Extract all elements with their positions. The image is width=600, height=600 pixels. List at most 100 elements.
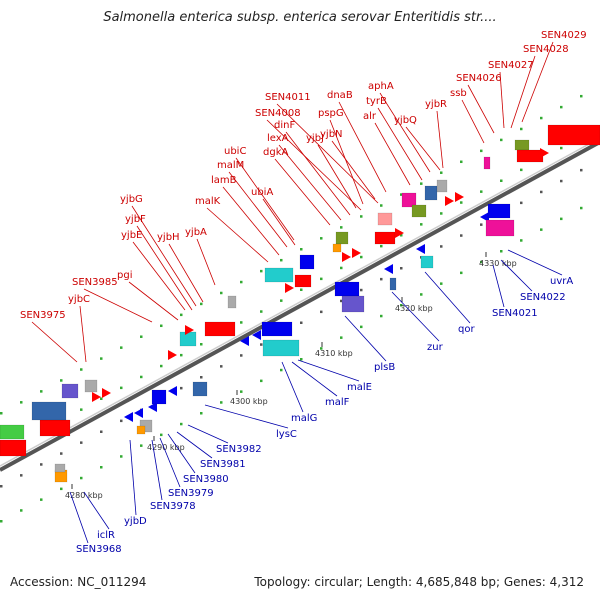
plus-strand-arrow [102,388,111,398]
accession-label: Accession: NC_011294 [10,575,147,589]
gene-feature [334,281,360,297]
gene-feature [192,381,208,397]
guide-dot [400,304,403,307]
minus-leader-line [176,431,213,459]
plus-leader-line [222,186,280,256]
minus-strand-arrow [416,244,425,254]
plus-strand-arrow [185,325,194,335]
plus-gene-label: dgkA [263,147,288,158]
gene-feature [332,243,342,253]
plus-leader-line [274,158,331,226]
guide-dot [440,171,443,174]
gene-feature [299,254,315,270]
guide-dot [280,368,283,372]
guide-dot [260,310,263,313]
plus-gene-label: tyrB [366,96,387,107]
plus-leader-line [461,99,485,144]
gene-feature [424,185,438,201]
plus-leader-line [83,288,153,323]
minus-leader-line [507,249,563,276]
guide-dot [220,291,223,295]
guide-dot [580,168,583,172]
guide-dot [140,375,143,379]
minus-strand-arrow [148,402,157,412]
guide-dot [240,321,243,324]
guide-dot [80,476,83,480]
gene-feature [516,149,544,163]
minus-gene-label: iclR [97,530,115,541]
minus-strand-arrow [240,336,249,346]
guide-dot [140,335,143,338]
plus-gene-label: ssb [450,88,467,99]
guide-dot [400,267,403,270]
guide-dot [200,376,203,379]
plus-gene-label: lexA [267,133,289,144]
minus-gene-label: yjbD [124,516,147,527]
scale-tick-label: 4280 kbp [65,491,103,500]
plus-strand-arrow [395,228,404,238]
minus-gene-label: uvrA [550,276,573,287]
plus-gene-label: SEN4026 [456,73,502,84]
minus-gene-label: plsB [374,362,395,373]
plus-leader-line [285,131,351,216]
guide-dot [420,293,423,296]
plus-gene-label: yjbE [121,230,142,241]
minus-leader-line [281,361,304,413]
plus-leader-line [278,144,342,221]
plus-gene-label: SEN4008 [255,108,301,119]
guide-dot [420,223,423,226]
guide-dot [340,299,343,303]
plus-strand-arrow [352,248,361,258]
minus-strand-arrow [134,408,143,418]
gene-feature [487,203,511,219]
minus-gene-label: SEN4022 [520,292,566,303]
guide-dot [300,288,303,291]
scale-tick-label: 4310 kbp [315,349,353,358]
guide-dot [380,244,383,248]
guide-dot [120,386,123,390]
minus-leader-line [83,491,110,530]
minus-gene-label: lysC [276,429,297,440]
guide-dot [360,255,363,259]
plus-gene-label: pgi [117,270,132,281]
gene-feature [436,179,448,193]
guide-dot [460,160,463,164]
guide-dot [340,336,343,339]
plus-leader-line [266,119,362,211]
guide-dot [60,487,63,491]
guide-dot [300,321,303,324]
plus-leader-line [136,225,193,311]
plus-leader-line [374,122,411,186]
scale-tick-label: 4330 kbp [479,259,517,268]
guide-dot [20,401,23,404]
plus-gene-label: dinF [274,120,295,131]
gene-feature [374,231,396,245]
guide-dot [520,201,523,205]
plus-gene-label: alr [363,111,377,122]
guide-dot [40,390,43,393]
guide-dot [240,390,243,393]
guide-dot [520,127,523,131]
plus-leader-line [331,140,376,200]
gene-feature [31,401,67,421]
guide-dot [520,168,523,172]
guide-dot [240,354,243,357]
plus-leader-line [235,157,295,241]
plus-gene-label: yjbF [125,214,146,225]
plus-gene-label: dnaB [327,90,353,101]
guide-dot [100,430,103,433]
plus-gene-label: yjbC [68,294,90,305]
plus-gene-label: malM [217,160,244,171]
guide-dot [20,474,23,477]
gene-feature [420,255,434,269]
scale-tick-label: 4300 kbp [230,397,268,406]
guide-dot [380,204,383,207]
guide-dot [440,245,443,248]
plus-gene-label: yjbA [185,227,207,238]
plus-gene-label: SEN3975 [20,310,66,321]
minus-gene-label: SEN3968 [76,544,122,555]
plus-gene-label: yjbJ [306,133,324,144]
plus-gene-label: yjbN [320,129,343,140]
plus-leader-line [467,84,495,134]
